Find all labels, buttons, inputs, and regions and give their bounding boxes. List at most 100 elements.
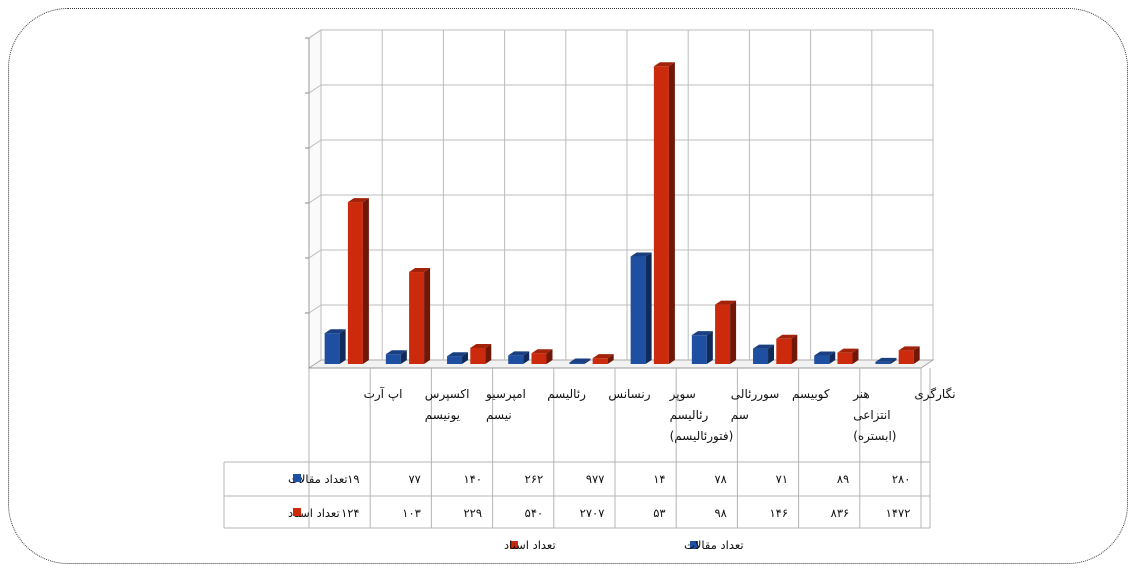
- bar-side: [791, 334, 798, 364]
- bar-side: [362, 198, 369, 364]
- bar-side: [890, 357, 897, 364]
- legend-label: تعداد اسناد: [504, 538, 556, 552]
- bar-top: [569, 358, 591, 363]
- data-table-value: ۱۴۶: [769, 506, 788, 520]
- bar-front: [653, 66, 669, 364]
- data-table-value: ۱۹: [347, 472, 359, 486]
- category-label: امپرسیو نیسم: [485, 387, 526, 422]
- rounded-dotted-frame: [8, 8, 1128, 564]
- legend-label: تعداد مقالات: [684, 538, 744, 552]
- bar-front: [715, 304, 731, 364]
- data-table-value: ۵۳: [653, 506, 665, 520]
- bar-side: [424, 268, 431, 364]
- bar-top: [409, 268, 431, 273]
- table-row-header: تعداد مقالات: [288, 472, 348, 486]
- bar-side: [768, 344, 775, 364]
- data-table-value: ۸۳۶: [831, 506, 850, 520]
- bar-front: [898, 350, 914, 364]
- bar-front: [776, 338, 792, 364]
- category-label: رنسانس: [608, 387, 650, 402]
- bar-front: [409, 272, 425, 364]
- gridline-side: [308, 249, 322, 259]
- bar-top: [776, 334, 798, 339]
- bar-top: [898, 346, 920, 351]
- table-row-legend-key: [293, 508, 301, 516]
- data-table-value: ۵۴۰: [525, 506, 544, 520]
- bar-front: [569, 362, 585, 364]
- bar-front: [753, 348, 769, 364]
- gridline-side: [308, 139, 322, 149]
- data-table-value: ۷۷: [408, 472, 420, 486]
- bar-front: [531, 353, 547, 364]
- bar-side: [584, 358, 591, 364]
- bar-side: [546, 349, 553, 364]
- bar-top: [875, 357, 897, 362]
- data-table-value: ۲۶۲: [525, 472, 544, 486]
- bar-side: [400, 350, 407, 364]
- bar-side: [339, 329, 346, 364]
- gridline-side: [308, 84, 322, 94]
- bar-front: [324, 333, 340, 364]
- data-table-value: ۹۷۷: [586, 472, 605, 486]
- bar-front: [470, 347, 486, 364]
- bar-front: [347, 202, 363, 364]
- bar-side: [462, 352, 469, 364]
- bar-side: [829, 351, 836, 364]
- data-table-value: ۱۰۳: [402, 506, 421, 520]
- data-table-value: ۲۲۹: [463, 506, 482, 520]
- bar-side: [706, 331, 713, 364]
- bar-top: [753, 344, 775, 349]
- category-label: نگارگری: [914, 387, 955, 402]
- bar-side: [645, 252, 652, 364]
- bar-side: [607, 354, 614, 364]
- category-label: اکسپرس یونیسم: [425, 387, 470, 423]
- data-table-value: ۷۱: [776, 472, 788, 486]
- data-table-value: ۸۹: [837, 472, 849, 486]
- bar-top: [447, 352, 469, 357]
- gridline-side: [308, 304, 322, 314]
- data-table-value: ۱۴۰: [463, 472, 482, 486]
- bar-top: [653, 62, 675, 67]
- bar-side: [913, 346, 920, 364]
- bar-front: [691, 335, 707, 364]
- bar-side: [485, 343, 492, 364]
- bar-top: [630, 252, 652, 257]
- bar-front: [630, 256, 646, 364]
- gridline-side: [308, 194, 322, 204]
- bar-front: [814, 355, 830, 364]
- bar-top: [324, 329, 346, 334]
- bar-front: [385, 354, 401, 364]
- bar-side: [523, 351, 530, 364]
- bar-top: [837, 348, 859, 353]
- category-label: رئالیسم: [547, 387, 586, 402]
- bar-top: [691, 331, 713, 336]
- data-table-value: ۱۴: [653, 472, 665, 486]
- gridline-side: [308, 29, 322, 39]
- bar-top: [508, 351, 530, 356]
- bar-top: [470, 343, 492, 348]
- data-table-value: ۲۷۰۷: [580, 506, 605, 520]
- data-table-value: ۹۸: [714, 506, 726, 520]
- bar-top: [347, 198, 369, 203]
- bar-front: [447, 356, 463, 364]
- legend-key: [510, 541, 518, 549]
- data-table-value: ۱۴۷۲: [886, 506, 911, 520]
- category-label: اپ آرت: [364, 386, 403, 402]
- bar-front: [875, 361, 891, 364]
- bar-top: [592, 354, 614, 359]
- bar-front: [508, 355, 524, 364]
- data-table-value: ۱۲۴: [341, 506, 360, 520]
- bar-side: [730, 300, 737, 364]
- bar-front: [592, 358, 608, 364]
- bar-side: [668, 62, 675, 364]
- legend-key: [690, 541, 698, 549]
- bar-front: [837, 352, 853, 364]
- category-label: سوررئالی سم: [731, 387, 780, 422]
- bar-side: [852, 348, 859, 364]
- bar-top: [385, 350, 407, 355]
- bar-top: [814, 351, 836, 356]
- bar-top: [715, 300, 737, 305]
- category-label: کوبیسم: [792, 387, 830, 402]
- data-table-value: ۲۸۰: [892, 472, 911, 486]
